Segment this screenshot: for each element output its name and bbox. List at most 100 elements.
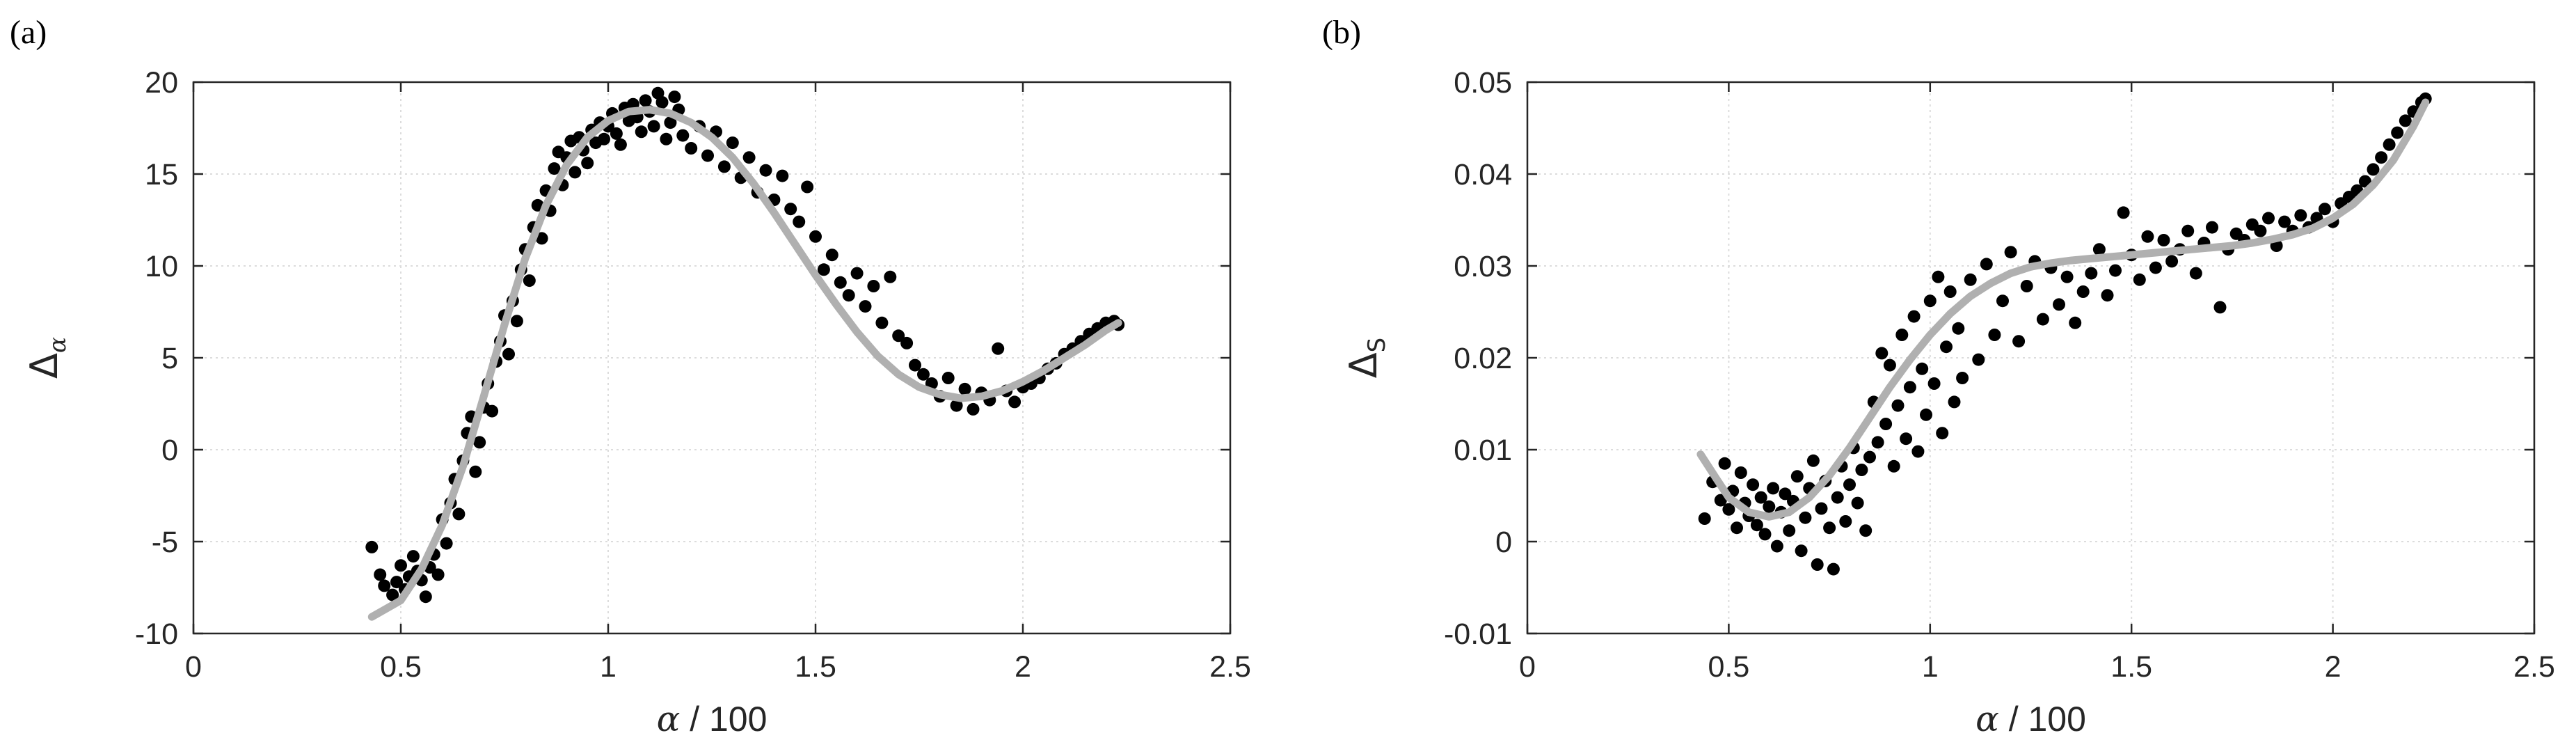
data-point [701, 149, 714, 162]
x-tick-label: 0.5 [1708, 650, 1750, 684]
data-point [660, 132, 673, 145]
data-point [1770, 540, 1783, 553]
data-point [2133, 273, 2146, 286]
data-point [2109, 264, 2122, 277]
data-point [1948, 395, 1961, 409]
data-point [875, 316, 889, 329]
chart-panel-b: 0 0.5 1 1.5 2 2.5-0.0100.010.020.030.040.05(b… [1322, 14, 2555, 739]
data-point [1895, 329, 1909, 341]
data-point [2262, 212, 2275, 225]
x-axis-label-symbol: α [657, 699, 681, 739]
data-point [2004, 246, 2017, 259]
data-point [668, 90, 681, 104]
data-point [676, 129, 690, 142]
y-tick-label: 15 [145, 158, 178, 191]
x-tick-label: 1.5 [795, 650, 836, 684]
data-point [1903, 381, 1916, 394]
data-point [1767, 482, 1780, 495]
x-tick-label: 0 [185, 650, 202, 684]
chart-panel-a: 0 0.5 1 1.5 2 2.5 -10 -5 0 5 10 15 20 (a) α / 100 Δα [10, 14, 1251, 739]
data-point [793, 215, 806, 228]
data-point [726, 136, 739, 150]
data-point [635, 125, 648, 139]
data-point [784, 203, 797, 216]
data-point [1980, 258, 1993, 271]
data-point [1859, 524, 1873, 537]
data-point [510, 315, 523, 328]
data-point [406, 550, 420, 563]
data-point [1879, 418, 1893, 430]
data-point [2141, 230, 2154, 243]
data-point [452, 507, 466, 521]
x-tick-label: 2 [1015, 650, 1031, 684]
data-point [2076, 285, 2090, 298]
y-tick-label: 0 [161, 434, 178, 467]
data-point [1754, 491, 1767, 504]
data-point [1722, 503, 1735, 516]
x-tick-label: 1 [600, 650, 617, 684]
data-point [900, 336, 914, 349]
data-point [892, 329, 905, 342]
data-point [958, 382, 971, 395]
data-point [469, 465, 482, 478]
axes-frame [1526, 81, 2536, 635]
data-point [1731, 521, 1743, 535]
data-point [950, 399, 963, 412]
data-point [440, 537, 453, 550]
y-axis-label-main: Δ [22, 353, 66, 379]
data-point [1907, 310, 1921, 323]
data-point [825, 249, 838, 262]
data-point [776, 169, 789, 182]
data-point [639, 94, 652, 107]
data-point [1734, 466, 1747, 479]
data-point [502, 347, 515, 361]
data-point [2383, 138, 2396, 151]
data-point [1779, 487, 1792, 501]
data-point [850, 267, 864, 280]
data-point [2278, 215, 2291, 228]
data-point [1920, 408, 1932, 421]
data-point [1843, 478, 1856, 491]
data-point [1827, 562, 1840, 576]
data-point [2085, 267, 2098, 280]
data-point [655, 96, 669, 109]
y-tick-label: 0.01 [1454, 434, 1512, 467]
data-point [1916, 362, 1929, 375]
data-point [884, 270, 897, 283]
data-point [742, 151, 756, 164]
data-point [1718, 457, 1731, 470]
data-point [1911, 445, 1925, 458]
data-point [2189, 267, 2202, 280]
y-axis-label: Δα [22, 337, 72, 379]
data-point [2060, 270, 2074, 283]
x-tick-label: 1 [1922, 650, 1939, 684]
data-point [374, 568, 387, 581]
data-point [1747, 478, 1760, 491]
data-point [834, 276, 847, 289]
data-point [685, 142, 698, 155]
y-axis-label-sub: α [44, 337, 72, 353]
data-point [1900, 432, 1913, 446]
data-point [1927, 377, 1941, 390]
data-point [1952, 322, 1965, 335]
data-point [1956, 372, 1969, 384]
data-point [1714, 494, 1727, 507]
data-point [2036, 313, 2049, 326]
x-axis-label-symbol: α [1975, 699, 1999, 739]
data-point [1887, 459, 1900, 473]
x-axis-label-text: / 100 [1999, 700, 2086, 739]
data-point [486, 404, 499, 418]
data-point [1763, 500, 1776, 513]
data-point [1932, 270, 1945, 283]
data-point [1855, 464, 1868, 476]
data-point [1823, 521, 1836, 535]
data-point [386, 588, 399, 601]
data-point [1758, 528, 1772, 541]
y-tick-label: -0.01 [1444, 617, 1512, 651]
data-point [581, 157, 594, 170]
y-tick-label: 0.05 [1454, 66, 1512, 100]
scatter-series [1698, 92, 2432, 576]
data-point [2101, 289, 2114, 302]
data-point [967, 402, 980, 416]
x-tick-label: 0.5 [380, 650, 422, 684]
